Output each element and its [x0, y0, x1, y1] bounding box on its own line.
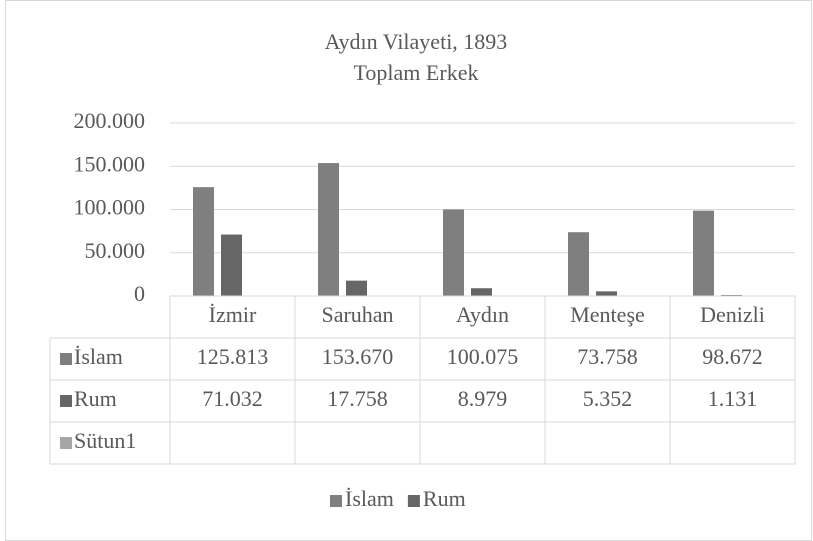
- table-value: 98.672: [702, 344, 763, 369]
- legend-label: Rum: [423, 486, 466, 511]
- bar: [443, 209, 464, 296]
- table-value: 1.131: [708, 386, 758, 411]
- table-value: 8.979: [458, 386, 508, 411]
- table-value: 17.758: [327, 386, 388, 411]
- category-label: Menteşe: [570, 302, 645, 327]
- y-tick-label: 100.000: [74, 195, 146, 220]
- table-legend-key: [60, 353, 72, 365]
- bar: [193, 187, 214, 296]
- table-value: 71.032: [202, 386, 263, 411]
- chart-title: Aydın Vilayeti, 1893: [325, 29, 508, 54]
- bar: [221, 234, 242, 296]
- table-value: 100.075: [447, 344, 519, 369]
- category-label: Denizli: [700, 302, 765, 327]
- table-legend-key: [60, 437, 72, 449]
- chart-subtitle: Toplam Erkek: [354, 60, 479, 85]
- legend-key: [407, 495, 420, 507]
- table-series-name: Sütun1: [74, 428, 136, 453]
- legend-label: İslam: [345, 486, 394, 511]
- y-tick-label: 0: [134, 281, 145, 306]
- bar: [693, 210, 714, 296]
- legend-key: [330, 495, 342, 507]
- y-tick-label: 200.000: [74, 108, 146, 133]
- table-value: 5.352: [583, 386, 633, 411]
- chart-border: [5, 0, 812, 541]
- table-value: 125.813: [197, 344, 269, 369]
- bar: [568, 232, 589, 296]
- table-value: 153.670: [322, 344, 394, 369]
- table-series-name: Rum: [74, 386, 117, 411]
- bar: [346, 280, 367, 296]
- y-tick-label: 150.000: [74, 151, 146, 176]
- y-tick-label: 50.000: [85, 238, 146, 263]
- bar: [471, 288, 492, 296]
- table-legend-key: [60, 395, 72, 407]
- bar: [318, 163, 339, 296]
- category-label: İzmir: [209, 302, 257, 327]
- category-label: Saruhan: [321, 302, 393, 327]
- bar: [596, 291, 617, 296]
- category-label: Aydın: [456, 302, 509, 327]
- table-series-name: İslam: [74, 344, 123, 369]
- table-value: 73.758: [577, 344, 638, 369]
